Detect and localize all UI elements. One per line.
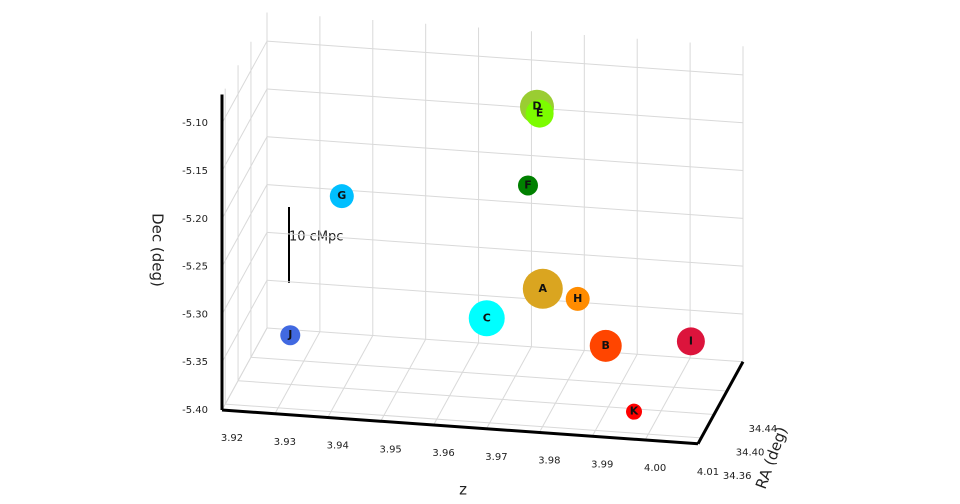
x-axis bbox=[221, 408, 699, 446]
point-label: K bbox=[630, 405, 639, 418]
point bbox=[522, 268, 563, 309]
point-label: F bbox=[524, 178, 532, 191]
point bbox=[280, 325, 301, 346]
grid-line bbox=[591, 354, 638, 437]
z-tick-label: -5.40 bbox=[182, 405, 208, 416]
point-label: A bbox=[539, 282, 548, 295]
grid-line bbox=[221, 279, 268, 363]
grid-line bbox=[221, 136, 268, 220]
grid-line bbox=[266, 40, 744, 76]
x-tick-label: 3.93 bbox=[274, 437, 296, 448]
point-label: D bbox=[532, 100, 541, 113]
x-tick-label: 3.98 bbox=[538, 456, 560, 467]
point bbox=[676, 327, 705, 356]
y-tick-label: 34.36 bbox=[723, 471, 752, 482]
point bbox=[589, 329, 622, 362]
grid-line bbox=[225, 403, 702, 439]
grid-line bbox=[221, 40, 268, 124]
x-tick-label: 3.99 bbox=[591, 459, 613, 470]
point-label: I bbox=[689, 334, 693, 347]
point-label: E bbox=[536, 107, 544, 120]
grid-line bbox=[538, 350, 585, 433]
z-axis-label: Dec (deg) bbox=[149, 213, 167, 287]
grid-line bbox=[327, 335, 374, 418]
point-label: J bbox=[287, 328, 292, 341]
x-tick-label: 3.97 bbox=[485, 452, 507, 463]
grid-line bbox=[221, 232, 268, 315]
y-axis bbox=[696, 361, 745, 445]
point-label: C bbox=[483, 311, 491, 324]
grid-line bbox=[644, 357, 691, 441]
x-tick-label: 3.94 bbox=[327, 441, 349, 452]
x-axis-label: z bbox=[459, 481, 467, 499]
grid-line bbox=[266, 88, 744, 124]
point bbox=[626, 403, 643, 420]
point bbox=[468, 300, 505, 337]
grid-line bbox=[221, 184, 268, 267]
z-tick-label: -5.25 bbox=[182, 262, 208, 273]
y-tick-label: 34.44 bbox=[749, 424, 778, 435]
grid-line bbox=[266, 136, 744, 172]
grid-line bbox=[433, 342, 479, 426]
x-tick-label: 3.95 bbox=[380, 444, 402, 455]
x-tick-label: 4.00 bbox=[644, 463, 666, 474]
x-tick-label: 3.96 bbox=[432, 448, 454, 459]
grid-line bbox=[250, 356, 727, 392]
z-tick-label: -5.30 bbox=[182, 309, 208, 320]
grid-line bbox=[266, 279, 744, 315]
point bbox=[517, 175, 538, 196]
grid-line bbox=[274, 331, 321, 414]
x-tick-label: 4.01 bbox=[697, 467, 719, 478]
z-tick-label: -5.10 bbox=[182, 118, 208, 129]
point-label: G bbox=[337, 189, 346, 202]
grid-line bbox=[221, 88, 268, 172]
z-tick-label: -5.15 bbox=[182, 166, 208, 177]
point bbox=[525, 99, 554, 128]
grid-line bbox=[486, 346, 532, 429]
point-label: B bbox=[602, 339, 610, 352]
point-label: H bbox=[573, 292, 582, 305]
grid-line bbox=[266, 231, 744, 267]
scale-bar-label: 10 cMpc bbox=[289, 230, 343, 245]
point bbox=[329, 184, 354, 209]
grid-line bbox=[380, 339, 427, 422]
x-tick-label: 3.92 bbox=[221, 433, 243, 444]
z-tick-label: -5.20 bbox=[182, 214, 208, 225]
y-tick-label: 34.40 bbox=[736, 447, 765, 458]
grid-line bbox=[266, 327, 744, 363]
z-tick-label: -5.35 bbox=[182, 357, 208, 368]
grid-line bbox=[221, 327, 268, 411]
grid-line bbox=[238, 380, 715, 415]
point bbox=[565, 286, 590, 311]
